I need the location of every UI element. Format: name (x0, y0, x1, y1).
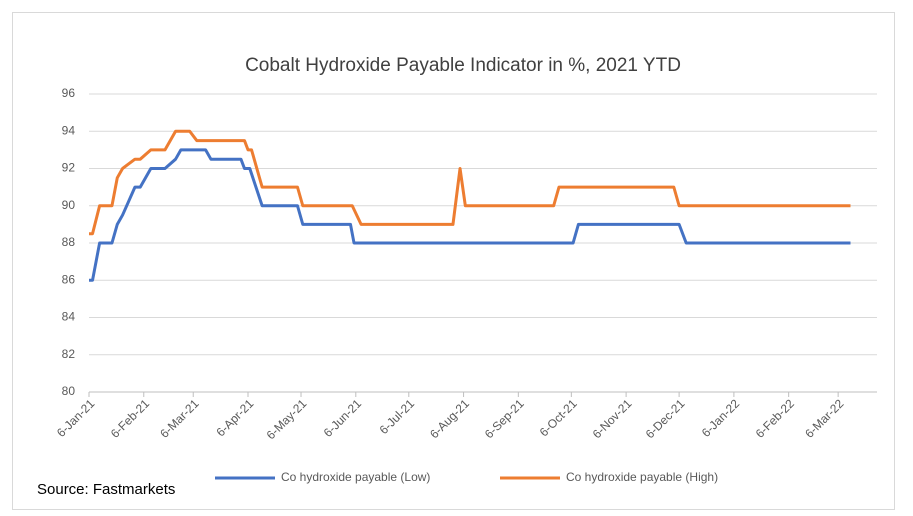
legend-label: Co hydroxide payable (Low) (281, 470, 430, 484)
y-tick-label: 80 (62, 384, 76, 398)
y-tick-label: 92 (62, 161, 76, 175)
legend-label: Co hydroxide payable (High) (566, 470, 718, 484)
y-tick-label: 88 (62, 235, 76, 249)
y-tick-label: 82 (62, 347, 76, 361)
y-tick-label: 94 (62, 123, 76, 137)
source: Source: Fastmarkets (37, 481, 175, 498)
line (89, 148, 851, 282)
y-tick-label: 96 (62, 86, 76, 100)
chart-title: Cobalt Hydroxide Payable Indicator in %,… (245, 55, 681, 76)
y-tick-label: 86 (62, 272, 76, 286)
chart-frame (12, 12, 895, 510)
line (89, 129, 851, 236)
y-tick-label: 84 (62, 310, 76, 324)
y-tick-label: 90 (62, 198, 76, 212)
